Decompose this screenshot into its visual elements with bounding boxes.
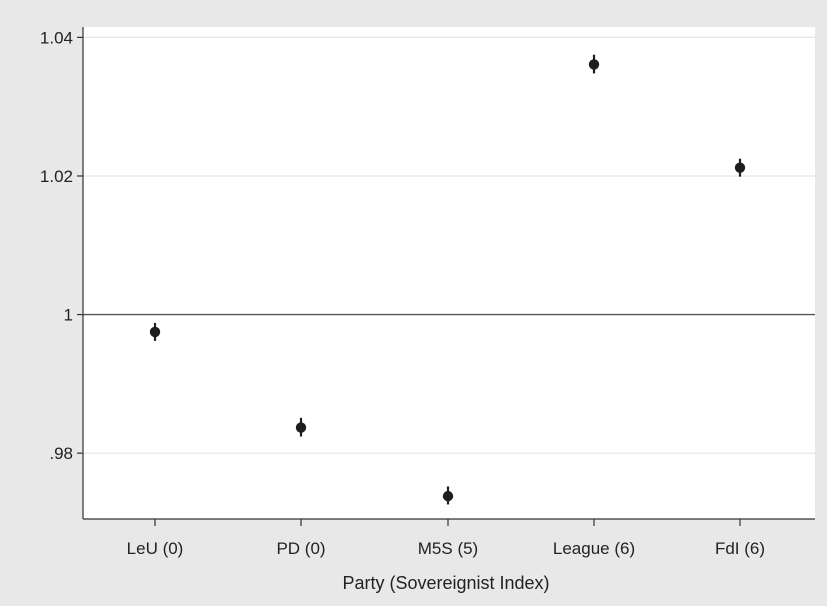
data-point bbox=[442, 490, 454, 502]
x-axis-ticks: LeU (0) PD (0) M5S (5) League (6) FdI (6) bbox=[127, 519, 765, 558]
y-axis-ticks: .98 1 1.02 1.04 bbox=[40, 28, 83, 463]
data-point bbox=[149, 326, 161, 338]
grid-lines bbox=[83, 36, 815, 454]
data-point bbox=[734, 162, 746, 173]
y-tick-label: 1 bbox=[64, 306, 73, 325]
data-point bbox=[295, 422, 307, 433]
x-tick-label: PD (0) bbox=[276, 539, 325, 558]
y-tick-label: .98 bbox=[49, 444, 73, 463]
data-point bbox=[588, 59, 600, 70]
x-axis-title: Party (Sovereignist Index) bbox=[342, 573, 549, 593]
x-tick-label: LeU (0) bbox=[127, 539, 184, 558]
x-tick-label: League (6) bbox=[553, 539, 635, 558]
y-tick-label: 1.02 bbox=[40, 167, 73, 186]
plot-area bbox=[83, 27, 815, 519]
data-points bbox=[149, 54, 746, 505]
y-tick-label: 1.04 bbox=[40, 28, 73, 47]
x-tick-label: M5S (5) bbox=[418, 539, 478, 558]
x-tick-label: FdI (6) bbox=[715, 539, 765, 558]
